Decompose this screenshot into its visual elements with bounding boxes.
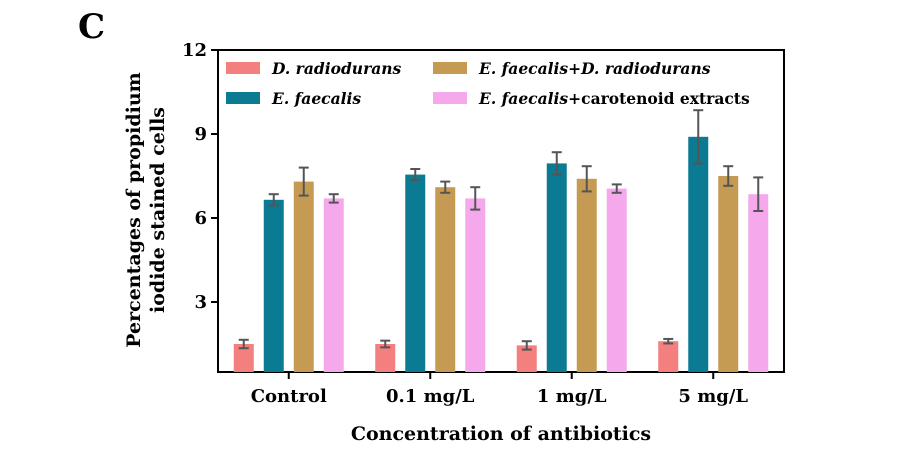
y-tick-label: 9 — [194, 124, 207, 145]
y-tick-label: 6 — [194, 208, 207, 229]
panel-label: C — [78, 7, 105, 47]
x-tick-label: 5 mg/L — [678, 386, 748, 407]
bar-series — [233, 109, 769, 372]
plot-frame — [217, 49, 785, 373]
bar — [576, 178, 597, 372]
legend-label-part: + — [568, 59, 581, 78]
y-tick-label: 12 — [182, 40, 207, 61]
bar — [465, 198, 486, 372]
bar — [293, 181, 314, 372]
legend-label: D. radiodurans — [271, 59, 402, 78]
bar — [516, 345, 537, 372]
legend-label-part: D. radiodurans — [580, 59, 711, 78]
legend-label-part: E. faecalis — [271, 89, 361, 108]
x-tick-label: Control — [251, 386, 327, 407]
legend-label: E. faecalis+carotenoid extracts — [478, 89, 750, 108]
bar — [263, 199, 284, 372]
bar — [658, 341, 679, 372]
x-tick-label: 1 mg/L — [537, 386, 607, 407]
legend-swatch — [433, 62, 467, 74]
x-axis-ticks: Control 0.1 mg/L 1 mg/L 5 mg/L — [251, 372, 748, 407]
legend-label-part: E. faecalis — [478, 59, 568, 78]
legend-label-part: +carotenoid extracts — [568, 89, 750, 108]
y-axis-title-line2: iodide stained cells — [147, 107, 169, 313]
legend-swatch — [226, 92, 260, 104]
bar — [375, 344, 396, 372]
y-axis-title-line1: Percentages of propidium — [123, 72, 145, 347]
y-axis-title: Percentages of propidium iodide stained … — [123, 72, 169, 347]
legend-label-part: E. faecalis — [478, 89, 568, 108]
legend-swatch — [226, 62, 260, 74]
bar — [405, 174, 426, 372]
bar — [233, 344, 254, 372]
legend-label: E. faecalis+D. radiodurans — [478, 59, 711, 78]
x-tick-label: 0.1 mg/L — [386, 386, 475, 407]
y-axis-ticks: 3 6 9 12 — [182, 40, 218, 313]
bar — [606, 188, 627, 372]
bar — [546, 163, 567, 372]
bar — [718, 176, 739, 372]
bar — [323, 198, 344, 372]
legend-label: E. faecalis — [271, 89, 361, 108]
x-axis-title: Concentration of antibiotics — [351, 423, 651, 445]
y-tick-label: 3 — [194, 292, 207, 313]
bar — [435, 187, 456, 372]
legend-swatch — [433, 92, 467, 104]
bar — [748, 194, 769, 372]
bar — [688, 136, 709, 372]
legend-label-part: D. radiodurans — [271, 59, 402, 78]
